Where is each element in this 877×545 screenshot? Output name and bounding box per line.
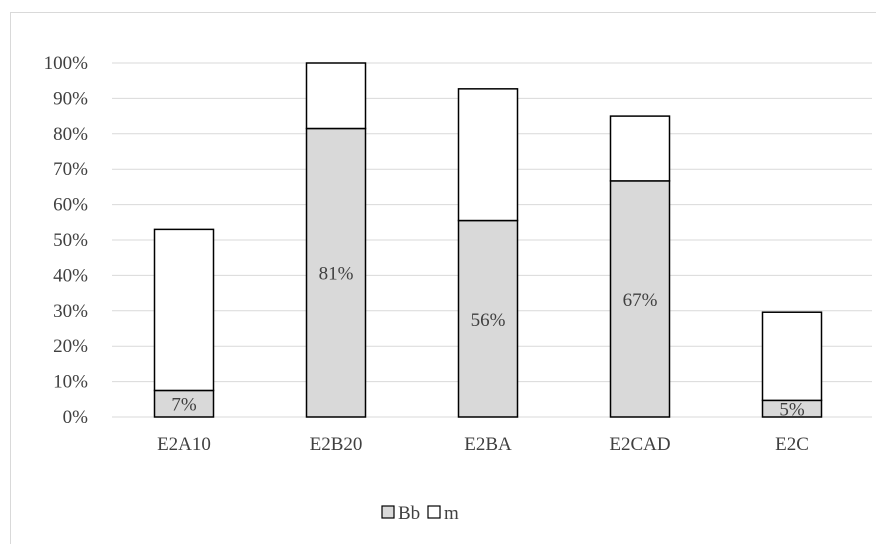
bars: [153, 62, 823, 418]
legend: Bb m: [381, 503, 459, 524]
x-axis-ticks: E2A10 E2B20 E2BA E2CAD E2C: [157, 434, 809, 455]
y-tick-label: 30%: [53, 301, 88, 322]
bar-m-e2b20: [305, 62, 367, 130]
data-label: 67%: [623, 290, 658, 311]
x-tick-label: E2BA: [464, 434, 512, 455]
bar-bb-e2a10: [153, 389, 215, 418]
bar-m-e2c: [761, 311, 823, 402]
y-tick-label: 60%: [53, 195, 88, 216]
legend-label-m: m: [444, 503, 459, 524]
y-tick-label: 50%: [53, 230, 88, 251]
legend-swatch-bb: [381, 505, 395, 519]
y-tick-label: 20%: [53, 336, 88, 357]
y-tick-label: 90%: [53, 88, 88, 109]
bar-bb-e2ba: [457, 219, 519, 418]
y-tick-label: 70%: [53, 159, 88, 180]
x-tick-label: E2C: [775, 434, 809, 455]
legend-swatch-m: [427, 505, 441, 519]
x-tick-label: E2B20: [310, 434, 363, 455]
data-label: 56%: [471, 310, 506, 331]
legend-label-bb: Bb: [398, 503, 420, 524]
y-tick-label: 100%: [44, 53, 89, 74]
data-label: 81%: [319, 264, 354, 285]
data-label: 7%: [171, 395, 197, 416]
data-label: 5%: [779, 400, 805, 421]
y-tick-label: 0%: [63, 407, 89, 428]
bar-m-e2ba: [457, 88, 519, 222]
chart-frame: [10, 12, 876, 544]
x-tick-label: E2A10: [157, 434, 211, 455]
y-tick-label: 80%: [53, 124, 88, 145]
bar-bb-e2cad: [609, 180, 671, 418]
bar-bb-e2b20: [305, 127, 367, 418]
y-axis-ticks: 0% 10% 20% 30% 40% 50% 60% 70% 80% 90% 100%: [44, 53, 89, 428]
bar-m-e2cad: [609, 115, 671, 182]
y-tick-label: 40%: [53, 265, 88, 286]
x-tick-label: E2CAD: [609, 434, 670, 455]
data-labels: 7% 81% 56% 67% 5%: [171, 264, 805, 421]
y-tick-label: 10%: [53, 372, 88, 393]
bar-m-e2a10: [153, 228, 215, 392]
